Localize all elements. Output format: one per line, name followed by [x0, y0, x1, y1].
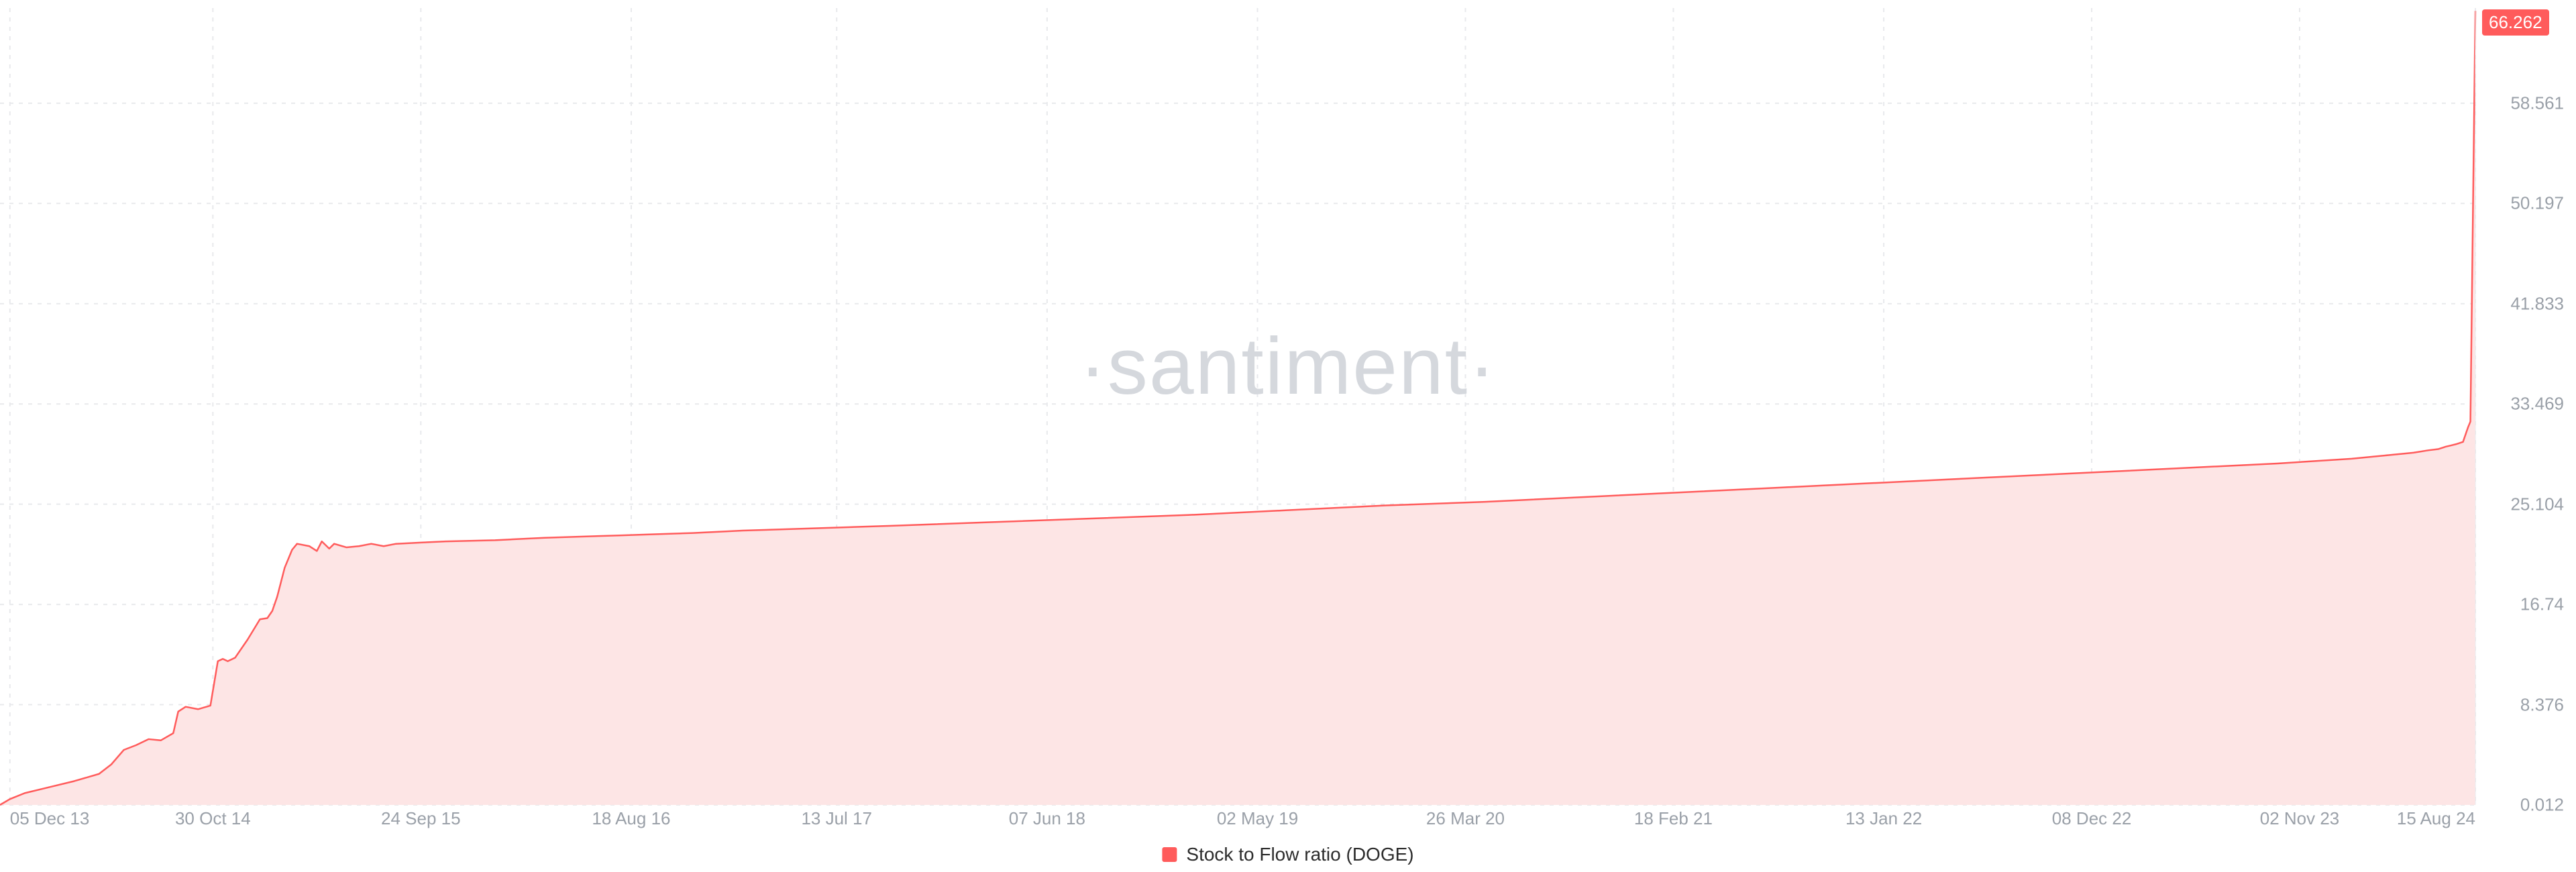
y-tick-label: 0.012: [2520, 795, 2564, 816]
x-tick-label: 08 Dec 22: [2052, 808, 2132, 829]
x-tick-label: 18 Feb 21: [1634, 808, 1713, 829]
x-tick-label: 24 Sep 15: [381, 808, 461, 829]
last-value-badge: 66.262: [2482, 9, 2549, 36]
y-axis: 0.012 8.376 16.74 25.104 33.469 41.833 50.197 5…: [2475, 0, 2576, 872]
y-tick-label: 33.469: [2510, 394, 2564, 415]
x-tick-label: 15 Aug 24: [2397, 808, 2475, 829]
legend: Stock to Flow ratio (DOGE): [1162, 844, 1413, 865]
x-tick-label: 07 Jun 18: [1009, 808, 1085, 829]
x-tick-label: 13 Jul 17: [801, 808, 872, 829]
chart-container: ·santiment· 0.0128.37616.7425.10433.4694…: [0, 0, 2576, 872]
y-tick-label: 8.376: [2520, 694, 2564, 715]
y-tick-label: 25.104: [2510, 494, 2564, 514]
series-area: [0, 11, 2475, 805]
y-tick-label: 16.74: [2520, 594, 2564, 615]
x-tick-label: 30 Oct 14: [175, 808, 251, 829]
legend-swatch: [1162, 847, 1177, 862]
x-tick-label: 13 Jan 22: [1845, 808, 1922, 829]
chart-svg: [0, 0, 2576, 872]
legend-label: Stock to Flow ratio (DOGE): [1186, 844, 1413, 865]
x-tick-label: 05 Dec 13: [10, 808, 90, 829]
x-tick-label: 26 Mar 20: [1426, 808, 1505, 829]
y-tick-label: 41.833: [2510, 293, 2564, 314]
x-tick-label: 02 Nov 23: [2260, 808, 2340, 829]
y-tick-label: 50.197: [2510, 193, 2564, 214]
y-tick-label: 58.561: [2510, 93, 2564, 113]
x-tick-label: 02 May 19: [1217, 808, 1298, 829]
x-tick-label: 18 Aug 16: [592, 808, 670, 829]
